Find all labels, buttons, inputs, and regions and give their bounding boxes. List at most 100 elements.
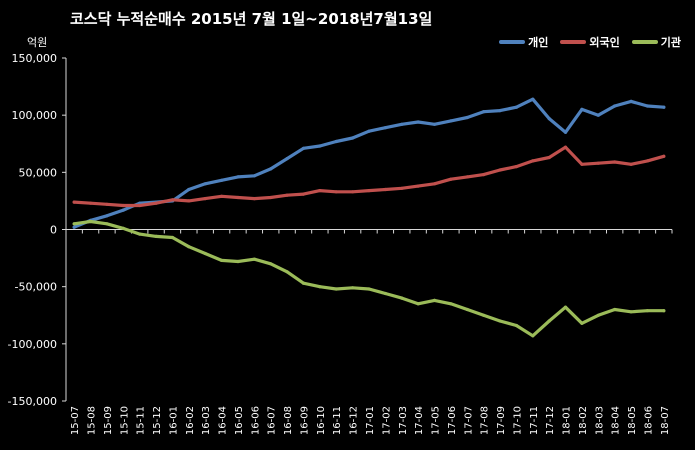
legend-item-individual: 개인 — [499, 34, 548, 50]
series-0-point — [220, 178, 224, 182]
x-tick-label: 16-02 — [185, 406, 196, 435]
series-2-point — [105, 222, 109, 226]
series-1-point — [449, 177, 453, 181]
series-line-1 — [72, 145, 666, 208]
series-1-point — [105, 202, 109, 206]
x-tick-label: 15-11 — [136, 406, 147, 435]
x-tick-label: 17-11 — [529, 406, 540, 435]
x-tick-label: 17-04 — [414, 406, 425, 435]
series-1-point — [301, 192, 306, 196]
x-tick-label: 18-06 — [643, 406, 654, 435]
series-0-point — [105, 214, 109, 218]
x-tick-label: 18-05 — [627, 406, 638, 435]
series-0-point — [400, 122, 404, 126]
series-2-point — [285, 270, 289, 274]
x-tick-label: 18-02 — [578, 406, 589, 435]
x-tick-label: 16-01 — [168, 406, 179, 435]
series-1-point — [351, 190, 355, 194]
series-0-point — [629, 99, 633, 103]
series-0-point — [465, 115, 469, 120]
series-0-point — [121, 208, 125, 212]
series-1-point — [138, 203, 142, 208]
series-1-point — [580, 162, 584, 166]
series-0-point — [301, 146, 306, 150]
series-2-point — [432, 298, 437, 302]
x-tick-label: 17-01 — [365, 406, 376, 435]
series-1-point — [154, 201, 158, 205]
series-0-point — [252, 174, 256, 178]
legend-swatch-foreign — [560, 40, 587, 44]
series-0-point — [367, 129, 371, 133]
series-1-point — [465, 175, 469, 179]
series-0-point — [482, 110, 486, 114]
x-tick-label: 16-12 — [349, 406, 360, 435]
series-1-point — [334, 190, 338, 194]
series-0-point — [531, 97, 535, 101]
series-2-point — [596, 313, 600, 317]
x-tick-label: 17-05 — [431, 406, 442, 435]
series-0-point — [563, 130, 568, 134]
series-1-point — [662, 154, 666, 158]
x-tick-label: 16-03 — [201, 406, 212, 435]
series-2-point — [269, 262, 273, 266]
x-tick-label: 18-01 — [562, 406, 573, 435]
y-tick-label: -100,000 — [8, 338, 57, 351]
series-1-point — [432, 182, 437, 186]
series-2-point — [187, 245, 191, 249]
series-1-point — [383, 187, 387, 192]
x-tick-label: 16-06 — [250, 406, 261, 435]
series-2-point — [203, 251, 207, 256]
x-tick-label: 18-03 — [594, 406, 605, 435]
series-0-point — [203, 182, 207, 186]
series-1-point — [170, 198, 175, 202]
series-0-point — [72, 225, 76, 229]
series-1-point — [318, 189, 322, 193]
series-1-point — [367, 189, 371, 193]
legend-label-foreign: 외국인 — [589, 36, 620, 49]
y-tick-label: -150,000 — [8, 395, 57, 408]
series-1-point — [514, 165, 519, 169]
x-tick-label: 15-09 — [103, 406, 114, 435]
series-0-point — [547, 117, 551, 121]
series-0-point — [285, 157, 289, 161]
series-2-point — [629, 310, 633, 314]
y-tick-label: 150,000 — [12, 52, 58, 65]
series-0-point — [187, 187, 191, 192]
legend-item-foreign: 외국인 — [560, 34, 620, 50]
series-2-point — [138, 232, 142, 236]
series-1-point — [72, 200, 76, 204]
series-1-point — [269, 195, 273, 200]
x-tick-label: 17-02 — [381, 406, 392, 435]
x-tick-label: 16-10 — [316, 406, 327, 435]
series-0-point — [613, 104, 617, 108]
x-tick-label: 15-08 — [87, 406, 98, 435]
series-2-point — [89, 219, 93, 224]
series-2-point — [465, 307, 469, 312]
series-2-point — [121, 226, 125, 230]
series-2-point — [170, 235, 175, 240]
x-tick-label: 17-07 — [463, 406, 474, 435]
x-tick-label: 15-10 — [119, 406, 130, 435]
series-1-point — [547, 155, 551, 160]
series-1-point — [121, 203, 125, 208]
series-2-point — [547, 319, 551, 323]
series-0-point — [383, 126, 387, 130]
series-1-point — [220, 194, 224, 198]
series-2-point — [301, 281, 306, 285]
series-2-point — [662, 309, 666, 313]
x-tick-label: 16-08 — [283, 406, 294, 435]
x-tick-label: 15-07 — [70, 406, 81, 435]
series-2-point — [563, 305, 568, 309]
series-1-point — [531, 159, 535, 163]
series-1-point — [285, 193, 289, 197]
series-0-point — [269, 167, 273, 171]
series-2-point — [400, 296, 404, 300]
series-0-point — [514, 105, 519, 109]
series-0-point — [351, 136, 355, 140]
series-2-point — [613, 307, 617, 312]
legend-swatch-institution — [631, 40, 658, 44]
series-0-point — [645, 104, 650, 108]
series-2-point — [72, 222, 76, 226]
series-1-point — [498, 168, 502, 172]
